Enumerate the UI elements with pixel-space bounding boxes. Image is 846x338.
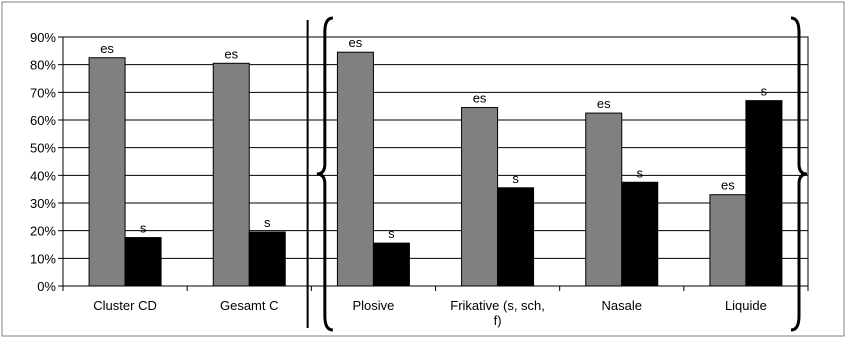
- bar-marks: [88, 51, 783, 287]
- data-label: es: [224, 46, 238, 61]
- data-label: s: [388, 226, 395, 241]
- y-tick-labels: 0% 10% 20% 30% 40% 50% 60% 70% 80% 90%: [30, 30, 56, 294]
- left-curly-brace: [316, 16, 334, 332]
- y-tick-label: 0%: [37, 279, 56, 294]
- axes: [58, 36, 809, 291]
- data-label: s: [637, 165, 644, 180]
- bar: [212, 62, 250, 287]
- x-category-label: Gesamt C: [220, 298, 279, 313]
- data-label: es: [473, 91, 487, 106]
- y-tick-label: 30%: [30, 196, 56, 211]
- y-tick-label: 60%: [30, 113, 56, 128]
- data-label: es: [100, 41, 114, 56]
- bar: [372, 242, 410, 287]
- x-category-label: Frikative (s, sch,: [450, 298, 545, 313]
- data-label: es: [349, 35, 363, 50]
- bar: [461, 107, 499, 287]
- bar: [248, 231, 286, 287]
- data-label: es: [721, 178, 735, 193]
- data-label: es: [597, 96, 611, 111]
- x-category-label: f): [494, 313, 502, 328]
- bar: [585, 112, 623, 287]
- x-category-label: Plosive: [352, 298, 394, 313]
- bar: [621, 181, 659, 287]
- x-category-label: Nasale: [602, 298, 642, 313]
- bar: [745, 100, 783, 287]
- y-tick-label: 20%: [30, 224, 56, 239]
- bar: [88, 57, 126, 287]
- bar: [709, 194, 747, 287]
- bar: [336, 51, 374, 287]
- right-curly-brace: [790, 16, 808, 332]
- x-category-label: Cluster CD: [93, 298, 157, 313]
- y-tick-label: 50%: [30, 141, 56, 156]
- data-label: s: [761, 84, 768, 99]
- data-label: s: [512, 171, 519, 186]
- y-tick-label: 80%: [30, 58, 56, 73]
- y-tick-label: 40%: [30, 168, 56, 183]
- data-label: s: [264, 215, 271, 230]
- annotations: [306, 16, 808, 332]
- x-category-label: Liquide: [725, 298, 767, 313]
- y-tick-label: 90%: [30, 30, 56, 45]
- x-tick-labels: Cluster CD Gesamt C Plosive Frikative (s, s…: [93, 298, 767, 328]
- bar: [497, 187, 535, 287]
- bar: [124, 237, 162, 287]
- data-label: s: [140, 221, 147, 236]
- y-tick-label: 10%: [30, 251, 56, 266]
- data-labels: es s es s es s es s es s es s: [100, 35, 767, 241]
- y-tick-label: 70%: [30, 85, 56, 100]
